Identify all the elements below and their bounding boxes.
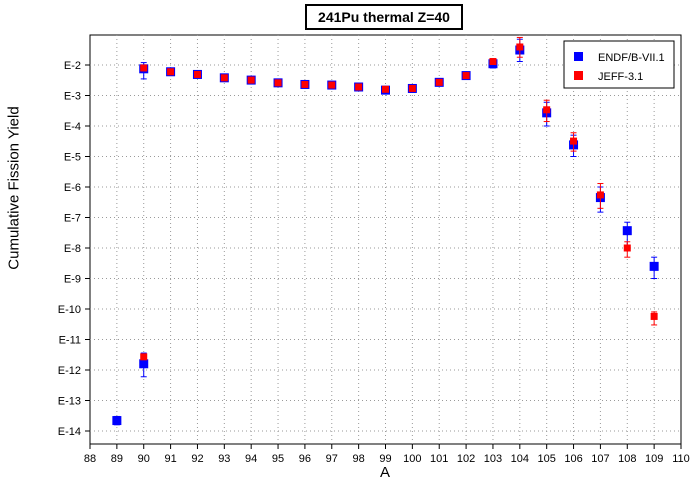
x-tick-label: 104	[511, 453, 529, 465]
x-tick-label: 96	[299, 453, 311, 465]
y-tick-label: E-7	[64, 213, 81, 225]
y-tick-label: E-9	[64, 274, 81, 286]
endf-point	[622, 226, 632, 236]
x-tick-label: 100	[403, 453, 421, 465]
y-tick-label: E-12	[58, 365, 81, 377]
jeff-point	[462, 72, 470, 80]
y-tick-label: E-8	[64, 243, 81, 255]
y-tick-label: E-3	[64, 91, 81, 103]
jeff-point	[140, 64, 148, 72]
legend-label: ENDF/B-VII.1	[598, 52, 665, 64]
jeff-point	[167, 68, 175, 76]
endf-point	[139, 359, 149, 369]
y-tick-label: E-13	[58, 396, 81, 408]
jeff-point	[489, 58, 497, 66]
jeff-point	[408, 84, 416, 92]
legend-label: JEFF-3.1	[598, 71, 643, 83]
y-tick-label: E-11	[59, 335, 81, 347]
jeff-point	[435, 78, 443, 86]
legend-marker-endf	[574, 52, 583, 61]
x-tick-label: 98	[353, 453, 365, 465]
x-tick-label: 88	[84, 453, 96, 465]
x-tick-label: 90	[138, 453, 150, 465]
x-tick-label: 107	[591, 453, 609, 465]
jeff-point	[220, 74, 228, 82]
jeff-point	[274, 79, 282, 87]
jeff-point	[570, 137, 578, 145]
legend-marker-jeff	[574, 71, 583, 80]
jeff-point	[193, 70, 201, 78]
jeff-point	[301, 80, 309, 88]
jeff-point	[328, 81, 336, 89]
x-tick-label: 110	[672, 453, 690, 465]
x-tick-label: 95	[272, 453, 284, 465]
x-tick-label: 91	[164, 453, 176, 465]
legend-box	[563, 40, 675, 89]
chart-title: 241Pu thermal Z=40	[305, 4, 463, 30]
x-tick-label: 103	[484, 453, 502, 465]
x-tick-label: 106	[564, 453, 582, 465]
x-tick-label: 99	[379, 453, 391, 465]
y-tick-label: E-2	[64, 60, 81, 72]
jeff-point	[140, 353, 148, 361]
x-tick-label: 109	[645, 453, 663, 465]
y-tick-label: E-5	[64, 152, 81, 164]
x-tick-label: 93	[218, 453, 230, 465]
x-tick-label: 102	[457, 453, 475, 465]
x-tick-label: 105	[538, 453, 556, 465]
x-tick-label: 94	[245, 453, 257, 465]
jeff-point	[650, 312, 658, 320]
y-tick-label: E-14	[58, 426, 81, 438]
jeff-point	[596, 191, 604, 199]
y-tick-label: E-4	[64, 121, 81, 133]
x-tick-label: 101	[430, 453, 448, 465]
jeff-point	[623, 244, 631, 252]
endf-point	[649, 261, 659, 271]
x-axis-label: A	[379, 464, 390, 481]
endf-point	[112, 416, 122, 426]
x-tick-label: 97	[326, 453, 338, 465]
jeff-point	[516, 43, 524, 51]
x-tick-label: 108	[618, 453, 636, 465]
y-axis-label: Cumulative Fission Yield	[5, 106, 23, 270]
jeff-point	[382, 85, 389, 93]
jeff-point	[543, 106, 551, 114]
y-tick-label: E-6	[64, 182, 81, 194]
jeff-point	[247, 76, 255, 84]
x-tick-label: 92	[191, 453, 203, 465]
x-tick-label: 89	[111, 453, 123, 465]
jeff-point	[355, 83, 363, 91]
y-tick-label: E-10	[58, 304, 81, 316]
